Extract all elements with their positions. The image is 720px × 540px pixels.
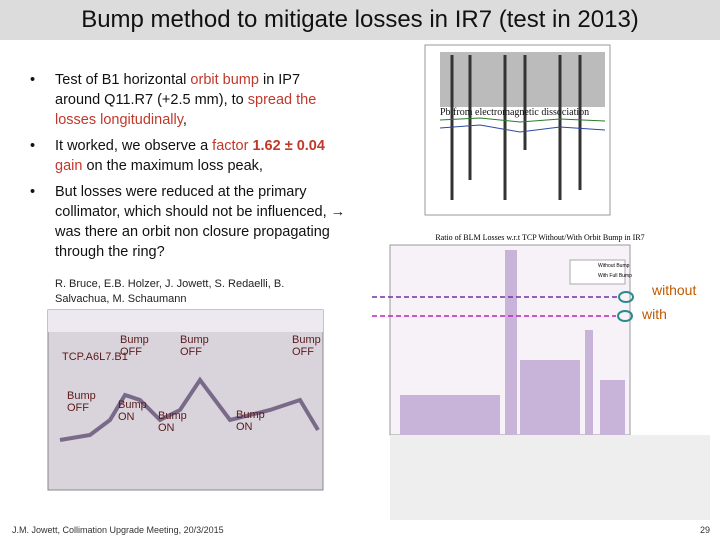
without-annotation: without bbox=[651, 282, 696, 298]
bullet: It worked, we observe a factor 1.62 ± 0.… bbox=[28, 136, 348, 176]
loss-plot-trace bbox=[59, 376, 320, 442]
bullet-text: But losses were reduced at the primary c… bbox=[55, 184, 346, 260]
authors: R. Bruce, E.B. Holzer, J. Jowett, S. Red… bbox=[55, 278, 285, 305]
bullet-text: in IP7 around Q11.R7 (+2.5 mm), to bbox=[55, 72, 301, 108]
ratio-plot-labels bbox=[390, 435, 710, 520]
bullet: Test of B1 horizontal orbit bump in IP7 … bbox=[28, 70, 348, 130]
loss-plot-label: Bump ON bbox=[236, 409, 265, 433]
top-plot-line bbox=[439, 124, 606, 133]
ratio-plot-title: Ratio of BLM Losses w.r.t TCP Without/Wi… bbox=[435, 233, 644, 242]
bullet-text: spread the losses longitudinally bbox=[55, 92, 317, 128]
bullet-text: , bbox=[182, 112, 187, 128]
bullet-text: 1.62 ± 0.04 bbox=[252, 138, 325, 154]
loss-plot-label: TCP.A6L7.B1 bbox=[62, 351, 128, 363]
with-annotation: with bbox=[641, 306, 667, 322]
bullet-text: on the maximum loss peak, bbox=[82, 158, 263, 174]
bullet-text: orbit bump bbox=[190, 72, 259, 88]
loss-plot-label: Bump ON bbox=[118, 399, 147, 423]
bullet-text: Test of B1 horizontal bbox=[55, 72, 191, 88]
top-plot-label: Pb from electromagnetic dissociation bbox=[440, 107, 589, 118]
loss-plot-header bbox=[48, 310, 323, 332]
top-plot-line bbox=[439, 117, 606, 123]
bullet-list: Test of B1 horizontal orbit bump in IP7 … bbox=[28, 70, 348, 268]
without-marker bbox=[618, 291, 634, 303]
bullet-text: gain bbox=[55, 158, 83, 174]
loss-plot-label: Bump OFF bbox=[292, 334, 321, 358]
ratio-legend-entry: With Full Bump bbox=[598, 273, 632, 279]
ratio-legend bbox=[569, 259, 626, 285]
with-marker bbox=[617, 310, 633, 322]
page-number: 29 bbox=[700, 525, 711, 535]
slide-title: Bump method to mitigate losses in IR7 (t… bbox=[0, 0, 720, 40]
loss-plot-label: Bump ON bbox=[158, 410, 187, 434]
loss-plot-label: Bump OFF bbox=[180, 334, 209, 358]
ratio-legend-entry: Without Bump bbox=[598, 263, 630, 269]
bullet: But losses were reduced at the primary c… bbox=[28, 182, 348, 262]
bullet-text: It worked, we observe a bbox=[55, 138, 213, 154]
top-plot-band bbox=[440, 52, 605, 107]
footer: J.M. Jowett, Collimation Upgrade Meeting… bbox=[12, 525, 224, 535]
loss-plot-label: Bump OFF bbox=[67, 390, 96, 414]
loss-plot-label: Bump OFF bbox=[120, 334, 149, 358]
bullet-text: factor bbox=[212, 138, 253, 154]
